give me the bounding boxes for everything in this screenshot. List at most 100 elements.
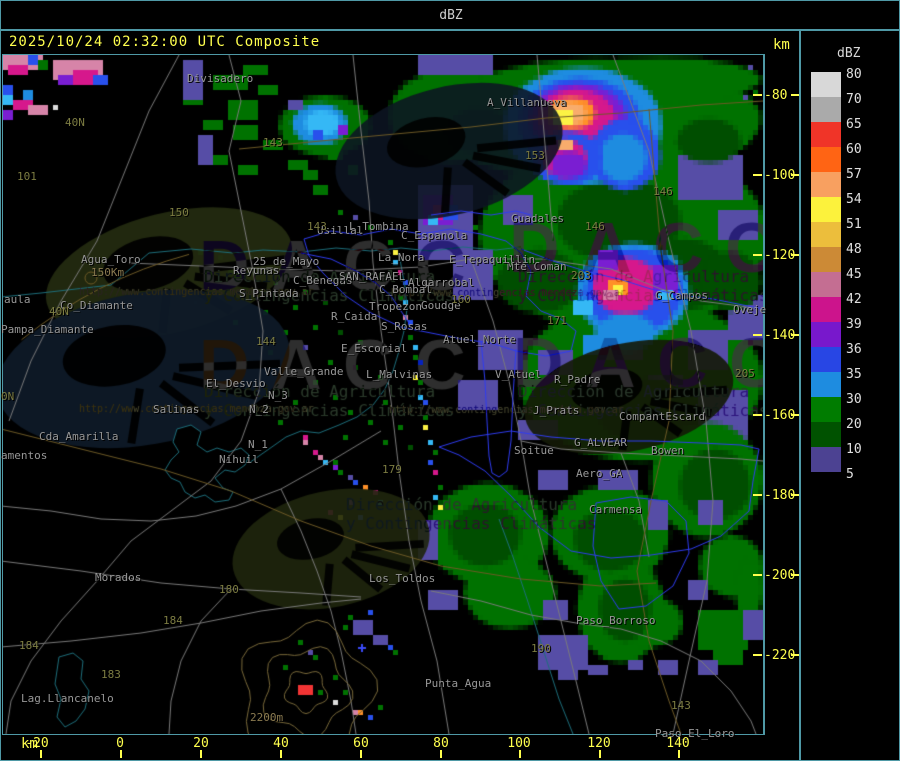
map-label: Co_Diamante xyxy=(60,299,133,312)
y-axis-tick xyxy=(791,414,799,416)
y-axis-tick-label: -180 xyxy=(764,488,796,503)
x-axis-tick-label: 100 xyxy=(507,736,531,751)
legend-color-swatch xyxy=(811,372,841,397)
y-axis-tick xyxy=(791,334,799,336)
legend-value-label: 5 xyxy=(846,467,854,482)
map-label: 40N xyxy=(49,305,69,318)
map-label: Lag.Llancanelo xyxy=(21,692,114,705)
map-label: Salinas xyxy=(153,403,200,416)
x-axis-tick-label: 80 xyxy=(433,736,449,751)
y-axis-tick xyxy=(791,174,799,176)
legend-value-label: 80 xyxy=(846,67,862,82)
map-label: N_1 xyxy=(248,438,268,451)
x-axis-tick-label: 140 xyxy=(666,736,690,751)
legend-value-label: 48 xyxy=(846,242,862,257)
map-label: Valle_Grande xyxy=(264,365,344,378)
legend-color-swatch xyxy=(811,422,841,447)
legend-value-label: 70 xyxy=(846,92,862,107)
map-frame-right xyxy=(763,54,765,735)
x-axis-tick xyxy=(519,750,521,758)
x-axis-unit-label: km xyxy=(21,736,38,752)
legend-color-swatch xyxy=(811,97,841,122)
map-label: Divisadero xyxy=(187,72,254,85)
map-label: amentos xyxy=(1,449,48,462)
legend-value-label: 51 xyxy=(846,217,862,232)
y-axis-tick-label: -120 xyxy=(764,248,796,263)
map-label: Guadales xyxy=(511,212,564,225)
map-label: Paso_El_Loro xyxy=(655,727,735,740)
map-label: Oveje xyxy=(733,303,767,316)
y-axis-tick xyxy=(791,494,799,496)
y-axis-tick xyxy=(753,654,762,656)
y-axis-tick-label: -200 xyxy=(764,568,796,583)
map-label: V_Atuel xyxy=(495,368,542,381)
map-label: El_Desvio xyxy=(206,377,266,390)
x-axis-tick-label: 40 xyxy=(273,736,289,751)
map-label: N_3 xyxy=(268,389,288,402)
x-axis-tick-label: 120 xyxy=(587,736,611,751)
y-axis-unit-label: km xyxy=(773,37,790,53)
map-label: 2200m xyxy=(250,711,284,724)
map-label: 160 xyxy=(451,293,471,306)
map-label: C_Benegas xyxy=(293,274,353,287)
legend-value-label: 45 xyxy=(846,267,862,282)
map-label: 25_de_Mayo xyxy=(253,255,320,268)
map-label: N_2 xyxy=(249,403,269,416)
map-label: 40N xyxy=(65,116,85,129)
map-label: 143 xyxy=(671,699,691,712)
map-frame-bottom xyxy=(2,734,765,735)
y-axis-tick xyxy=(791,94,799,96)
x-axis-tick-label: -20 xyxy=(25,736,49,751)
map-label: L_Malvinas xyxy=(366,368,433,381)
map-label: 184 xyxy=(163,614,183,627)
map-label: 180 xyxy=(219,583,239,596)
map-label: Algarrobal xyxy=(408,276,475,289)
y-axis-tick xyxy=(753,254,762,256)
map-label: Aero_GA xyxy=(576,467,623,480)
legend-value-label: 57 xyxy=(846,167,862,182)
legend-value-label: 10 xyxy=(846,442,862,457)
page-title: dBZ xyxy=(439,8,463,23)
map-label: Los_Toldos xyxy=(369,572,436,585)
map-label: 205 xyxy=(735,367,755,380)
map-label: 150 xyxy=(169,206,189,219)
x-axis-tick xyxy=(678,750,680,758)
x-axis-tick xyxy=(280,750,282,758)
x-axis-tick xyxy=(360,750,362,758)
map-label: Goudge xyxy=(421,299,461,312)
legend-color-swatch xyxy=(811,322,841,347)
map-label: Agua_Toro xyxy=(81,253,141,266)
map-label: Nihuil xyxy=(219,453,259,466)
map-label: Paso_Borroso xyxy=(576,614,656,627)
map-label: S_Rosas xyxy=(381,320,428,333)
legend-color-swatch xyxy=(811,272,841,297)
y-axis-tick xyxy=(791,654,799,656)
map-label: Usillal xyxy=(317,224,364,237)
legend-value-label: 42 xyxy=(846,292,862,307)
legend-value-label: 65 xyxy=(846,117,862,132)
radar-map-canvas xyxy=(3,55,763,734)
map-label: SAN_RAFAEL xyxy=(339,270,406,283)
map-label: Punta_Agua xyxy=(425,677,492,690)
legend-value-label: 54 xyxy=(846,192,862,207)
legend-color-swatch xyxy=(811,172,841,197)
map-label: Reyunas xyxy=(233,264,280,277)
map-label: Pampa_Diamante xyxy=(1,323,94,336)
x-axis-tick xyxy=(200,750,202,758)
map-label: Cda_Amarilla xyxy=(39,430,119,443)
map-label: 146 xyxy=(585,220,605,233)
map-label: R_Padre xyxy=(554,373,601,386)
map-label: Mte_Coman xyxy=(507,260,567,273)
map-label: Soitue xyxy=(514,444,554,457)
map-label: aula xyxy=(4,293,31,306)
y-axis-tick-label: -100 xyxy=(764,168,796,183)
map-label: A_Villanueva xyxy=(487,96,567,109)
map-label: G_Campos xyxy=(655,289,708,302)
map-label: 190 xyxy=(531,642,551,655)
map-label: Bowen xyxy=(651,444,685,457)
map-label: Morados xyxy=(95,571,142,584)
map-label: E_Escorial xyxy=(341,342,408,355)
map-label: J_Prats xyxy=(533,404,580,417)
y-axis-tick xyxy=(753,334,762,336)
